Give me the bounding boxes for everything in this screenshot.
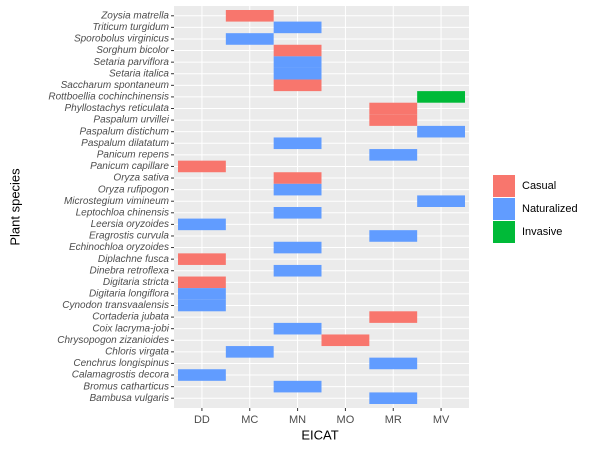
y-tick-label: Phyllostachys reticulata xyxy=(65,103,170,114)
y-tick-label: Microstegium vimineum xyxy=(64,196,169,207)
tile xyxy=(273,79,322,92)
y-tick-label: Panicum capillare xyxy=(90,161,169,172)
y-tick-label: Chloris virgata xyxy=(105,346,169,357)
y-tick-label: Sporobolus virginicus xyxy=(74,34,169,45)
tile xyxy=(273,322,322,335)
y-tick-label: Diplachne fusca xyxy=(98,254,170,265)
tile xyxy=(321,334,370,347)
tile xyxy=(417,195,465,207)
tile xyxy=(178,288,226,300)
tile xyxy=(178,276,226,289)
y-tick-label: Leersia oryzoides xyxy=(91,219,169,230)
y-tick-label: Saccharum spontaneum xyxy=(61,80,169,91)
tile xyxy=(369,230,418,242)
tile xyxy=(273,241,322,254)
x-tick-label: MO xyxy=(337,414,355,426)
y-tick-label: Leptochloa chinensis xyxy=(76,207,169,218)
legend-label: Casual xyxy=(522,180,556,192)
tile xyxy=(273,172,322,184)
y-tick-label: Chrysopogon zizanioides xyxy=(57,335,169,346)
y-tick-label: Paspalum dilatatum xyxy=(81,138,169,149)
y-axis-title: Plant species xyxy=(7,168,22,246)
tile xyxy=(178,299,226,312)
y-tick-label: Oryza rufipogon xyxy=(98,184,170,195)
tile xyxy=(178,160,226,173)
y-tick-label: Eragrostis curvula xyxy=(89,231,169,242)
tile xyxy=(369,102,418,115)
tile xyxy=(273,137,322,150)
y-tick-label: Calamagrostis decora xyxy=(72,370,170,381)
tile xyxy=(225,33,274,45)
legend-key xyxy=(493,221,515,243)
legend-label: Invasive xyxy=(522,226,562,238)
y-tick-label: Coix lacryma-jobi xyxy=(92,323,169,334)
tile xyxy=(369,357,418,370)
y-tick-label: Oryza sativa xyxy=(113,173,169,184)
y-tick-label: Digitaria longiflora xyxy=(89,289,169,300)
tile xyxy=(273,183,322,196)
y-tick-label: Panicum repens xyxy=(97,149,169,160)
legend-key xyxy=(493,175,515,197)
tile xyxy=(273,67,322,80)
tile xyxy=(273,56,322,68)
tile xyxy=(369,311,418,323)
tile xyxy=(417,91,465,103)
y-tick-label: Bromus catharticus xyxy=(83,381,169,392)
tile xyxy=(369,392,418,404)
y-tick-label: Rottboellia cochinchinensis xyxy=(48,92,169,103)
tile xyxy=(369,114,418,126)
y-tick-label: Sorghum bicolor xyxy=(96,45,169,56)
y-tick-label: Paspalum distichum xyxy=(80,126,169,137)
x-tick-label: DD xyxy=(194,414,210,426)
y-tick-label: Paspalum urvillei xyxy=(93,115,169,126)
tile xyxy=(225,346,274,358)
tile xyxy=(178,218,226,231)
y-tick-label: Cortaderia jubata xyxy=(92,312,169,323)
x-tick-label: MR xyxy=(385,414,402,426)
x-tick-label: MC xyxy=(241,414,258,426)
y-tick-label: Cenchrus longispinus xyxy=(73,358,169,369)
tile xyxy=(369,149,418,161)
tile xyxy=(225,10,274,22)
y-tick-label: Triticum turgidum xyxy=(93,22,170,33)
x-tick-label: MV xyxy=(433,414,450,426)
tile xyxy=(273,44,322,57)
tile xyxy=(273,264,322,277)
tile xyxy=(417,125,465,138)
x-axis-title: EICAT xyxy=(301,427,338,442)
x-tick-label: MN xyxy=(289,414,306,426)
y-tick-label: Bambusa vulgaris xyxy=(90,393,169,404)
tile xyxy=(273,380,322,393)
y-tick-label: Echinochloa oryzoides xyxy=(69,242,169,253)
tile xyxy=(273,21,322,34)
tile xyxy=(178,253,226,265)
y-tick-label: Zoysia matrella xyxy=(100,10,169,21)
tile xyxy=(273,207,322,219)
y-tick-label: Setaria parviflora xyxy=(93,57,169,68)
y-tick-label: Setaria italica xyxy=(109,68,169,79)
y-tick-label: Cynodon transvaalensis xyxy=(62,300,169,311)
legend-label: Naturalized xyxy=(522,203,578,215)
tile xyxy=(178,369,226,381)
y-tick-label: Dinebra retroflexa xyxy=(90,265,170,276)
y-tick-label: Digitaria stricta xyxy=(103,277,170,288)
legend-key xyxy=(493,198,515,220)
